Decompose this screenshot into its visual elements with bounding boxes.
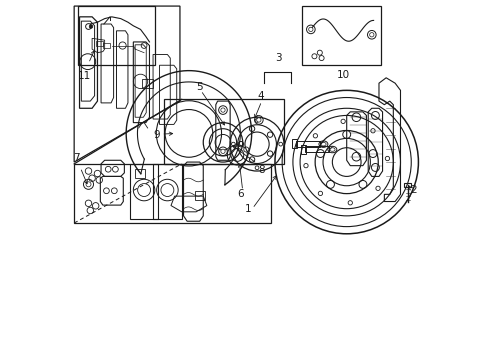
Bar [292, 139, 296, 148]
Text: 5: 5 [196, 82, 203, 92]
Text: 10: 10 [336, 69, 349, 80]
Circle shape [308, 27, 312, 32]
Text: 7: 7 [73, 153, 80, 163]
Text: 8: 8 [258, 165, 264, 175]
Circle shape [221, 149, 224, 153]
Bar [296, 140, 319, 147]
Circle shape [369, 33, 373, 37]
Bar [96, 41, 102, 46]
Circle shape [244, 147, 248, 152]
Bar [102, 43, 110, 48]
Circle shape [89, 25, 93, 28]
Circle shape [85, 24, 91, 30]
Text: 11: 11 [78, 71, 91, 81]
Bar [78, 6, 155, 65]
Circle shape [112, 166, 118, 172]
Bar [403, 183, 410, 187]
Text: 4: 4 [257, 91, 264, 101]
Circle shape [256, 118, 261, 122]
Circle shape [105, 166, 111, 172]
Text: 1: 1 [244, 204, 250, 215]
Bar [301, 6, 380, 65]
Text: 3: 3 [275, 53, 281, 63]
Bar [305, 146, 328, 152]
Circle shape [332, 148, 360, 176]
Text: 9: 9 [153, 130, 160, 140]
Text: 6: 6 [237, 189, 244, 199]
Circle shape [221, 108, 224, 112]
Text: 2: 2 [410, 185, 416, 195]
Bar [301, 145, 305, 154]
